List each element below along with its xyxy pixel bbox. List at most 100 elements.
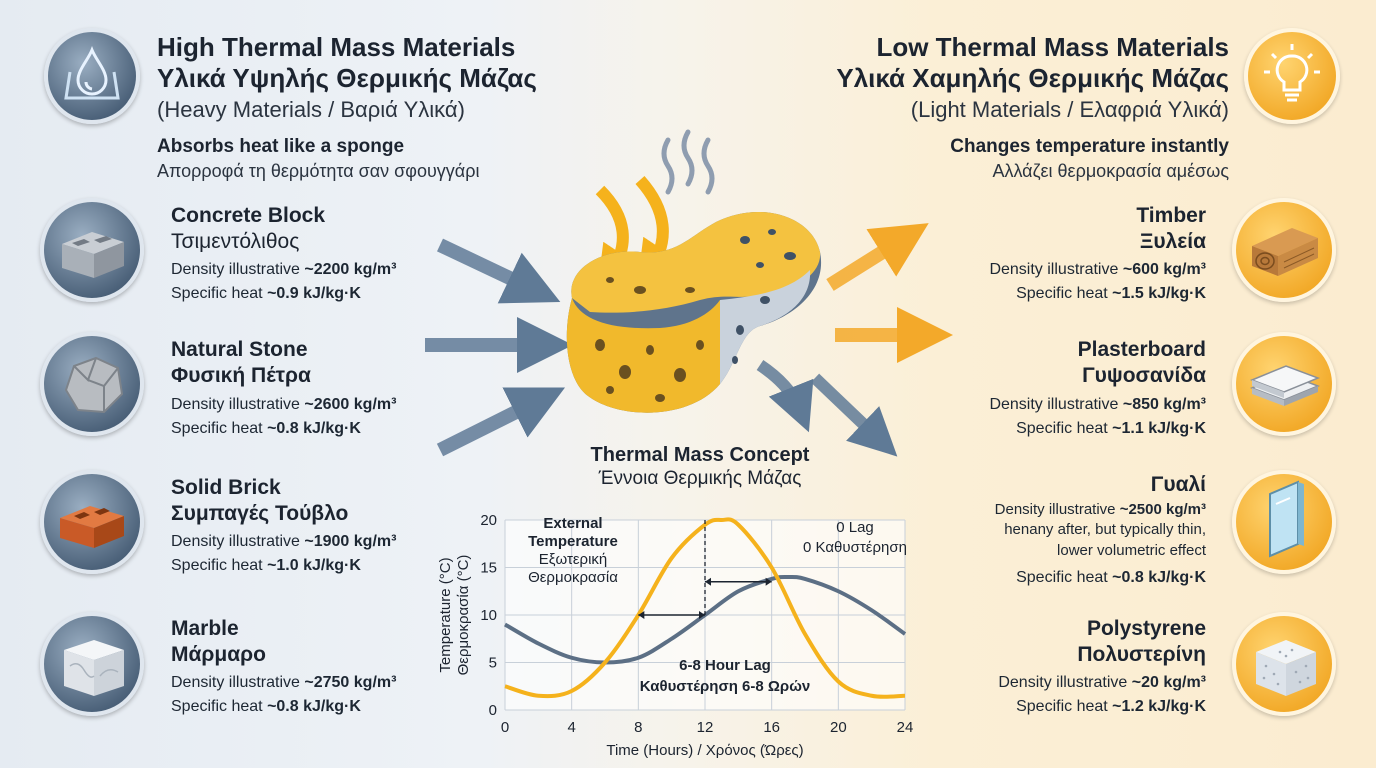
polystyrene-name-en: Polystyrene — [1086, 617, 1206, 640]
timber-heat: Specific heat ~1.5 kJ/kg·K — [1016, 285, 1206, 302]
marble-cube-icon — [64, 640, 124, 696]
lag-bottom-en: 6-8 Hour Lag — [679, 657, 771, 674]
plasterboard-badge — [1232, 332, 1336, 436]
sponge-icon — [566, 211, 822, 413]
temperature-chart: 0 5 10 15 20 0 4 8 12 16 20 24 Time (Hours) / Χρόν… — [437, 512, 914, 759]
timber-name-en: Timber — [1136, 204, 1206, 227]
marble-heat: Specific heat ~0.8 kJ/kg·K — [171, 698, 361, 715]
glass-density: Density illustrative ~2500 kg/m³ — [994, 501, 1206, 518]
marble-name-en: Marble — [171, 617, 239, 640]
lag-top-en: 0 Lag — [836, 519, 874, 536]
right-tagline-en: Changes temperature instantly — [950, 136, 1229, 157]
plasterboard-heat: Specific heat ~1.1 kJ/kg·K — [1016, 420, 1206, 437]
y-tick-label: 0 — [489, 702, 497, 719]
glass-heat: Specific heat ~0.8 kJ/kg·K — [1016, 569, 1206, 586]
stone-name-en: Natural Stone — [171, 338, 308, 361]
lag-top-el: 0 Καθυστέρηση — [803, 539, 907, 556]
right-title-en: Low Thermal Mass Materials — [876, 32, 1229, 62]
x-tick-label: 24 — [897, 719, 914, 736]
y-tick-label: 20 — [480, 512, 497, 529]
concrete-name-en: Concrete Block — [171, 204, 326, 227]
external-label-el: Εξωτερική — [538, 551, 608, 568]
polystyrene-heat: Specific heat ~1.2 kJ/kg·K — [1016, 698, 1206, 715]
plasterboard-name-el: Γυψοσανίδα — [1082, 364, 1206, 387]
glass-note-2: lower volumetric effect — [1057, 542, 1206, 559]
concept-title-el: Έννοια Θερμικής Μάζας — [598, 468, 802, 489]
lightbulb-icon — [1264, 44, 1320, 102]
brick-density: Density illustrative ~1900 kg/m³ — [171, 533, 397, 550]
stone-icon — [64, 356, 124, 414]
timber-name-el: Ξυλεία — [1139, 230, 1206, 253]
left-tagline-el: Απορροφά τη θερμότητα σαν σφουγγάρι — [157, 161, 480, 181]
polystyrene-name-el: Πολυστερίνη — [1077, 643, 1206, 666]
natural-stone-badge — [40, 332, 144, 436]
concrete-name-el: Τσιμεντόλιθος — [171, 230, 300, 253]
right-title-el: Υλικά Χαμηλής Θερμικής Μάζας — [836, 63, 1229, 93]
x-tick-label: 0 — [501, 719, 509, 736]
brick-icon — [60, 506, 124, 548]
stone-density: Density illustrative ~2600 kg/m³ — [171, 396, 397, 413]
glass-note-1: henany after, but typically thin, — [1004, 521, 1206, 538]
plasterboard-name-en: Plasterboard — [1077, 338, 1206, 361]
left-subtitle: (Heavy Materials / Βαριά Υλικά) — [157, 97, 465, 122]
external-annotation: External Temperature Εξωτερική Θερμοκρασ… — [508, 515, 638, 587]
left-tagline-en: Absorbs heat like a sponge — [157, 136, 405, 157]
left-title-el: Υλικά Υψηλής Θερμικής Μάζας — [157, 63, 537, 93]
timber-density: Density illustrative ~600 kg/m³ — [989, 261, 1206, 278]
timber-badge — [1232, 198, 1336, 302]
left-title-en: High Thermal Mass Materials — [157, 32, 516, 62]
x-tick-label: 8 — [634, 719, 642, 736]
external-label-el-2: Θερμοκρασία — [528, 569, 618, 586]
lag-bottom-annotation: 6-8 Hour Lag Καθυστέρηση 6-8 Ωρών — [630, 655, 820, 697]
lag-bottom-el: Καθυστέρηση 6-8 Ωρών — [639, 678, 811, 695]
water-drop-icon — [64, 45, 120, 100]
y-tick-label: 5 — [489, 655, 497, 672]
right-header-badge — [1244, 28, 1340, 124]
lag-double-arrow — [705, 577, 772, 586]
y-axis-label-en: Temperature (°C) — [437, 557, 454, 672]
lag-top-annotation: 0 Lag 0 Καθυστέρηση — [780, 518, 930, 558]
y-tick-label: 15 — [480, 560, 497, 577]
x-tick-labels: 0 4 8 12 16 20 24 — [501, 719, 914, 736]
x-tick-label: 12 — [697, 719, 714, 736]
steam-lines — [661, 129, 715, 195]
x-tick-label: 20 — [830, 719, 847, 736]
concrete-block-badge — [40, 198, 144, 302]
plasterboard-icon — [1249, 365, 1321, 406]
timber-icon — [1252, 228, 1318, 276]
concrete-block-icon — [62, 232, 124, 278]
y-tick-label: 10 — [480, 607, 497, 624]
concept-title-en: Thermal Mass Concept — [590, 444, 810, 466]
external-label-en-2: Temperature — [528, 533, 618, 550]
stone-name-el: Φυσική Πέτρα — [171, 364, 311, 387]
external-label-en: External — [543, 515, 603, 532]
plasterboard-density: Density illustrative ~850 kg/m³ — [989, 396, 1206, 413]
concrete-heat: Specific heat ~0.9 kJ/kg·K — [171, 285, 361, 302]
external-temperature-line — [504, 517, 906, 699]
left-header-badge — [44, 28, 140, 124]
marble-name-el: Μάρμαρο — [171, 643, 266, 666]
marble-badge — [40, 612, 144, 716]
outgoing-light-arrows — [756, 223, 953, 457]
brick-name-el: Συμπαγές Τούβλο — [171, 502, 349, 525]
solid-brick-badge — [40, 470, 144, 574]
lag-arrows — [638, 577, 772, 619]
x-tick-label: 16 — [763, 719, 780, 736]
y-axis-label-el: Θερμοκρασία (°C) — [455, 555, 472, 676]
right-subtitle: (Light Materials / Ελαφριά Υλικά) — [910, 97, 1229, 122]
stone-heat: Specific heat ~0.8 kJ/kg·K — [171, 420, 361, 437]
brick-heat: Specific heat ~1.0 kJ/kg·K — [171, 557, 361, 574]
brick-name-en: Solid Brick — [171, 476, 281, 499]
glass-name-el: Γυαλί — [1150, 473, 1206, 496]
x-axis-label: Time (Hours) / Χρόνος (Ώρες) — [606, 742, 803, 759]
polystyrene-cube-icon — [1256, 640, 1316, 696]
glass-pane-icon — [1269, 480, 1304, 558]
incoming-heat-arrows — [425, 238, 573, 457]
right-tagline-el: Αλλάζει θερμοκρασία αμέσως — [992, 161, 1229, 181]
glass-badge — [1232, 470, 1336, 574]
x-tick-label: 4 — [567, 719, 575, 736]
internal-temperature-line — [504, 574, 907, 665]
lag-double-arrow — [638, 611, 705, 619]
polystyrene-density: Density illustrative ~20 kg/m³ — [998, 674, 1206, 691]
